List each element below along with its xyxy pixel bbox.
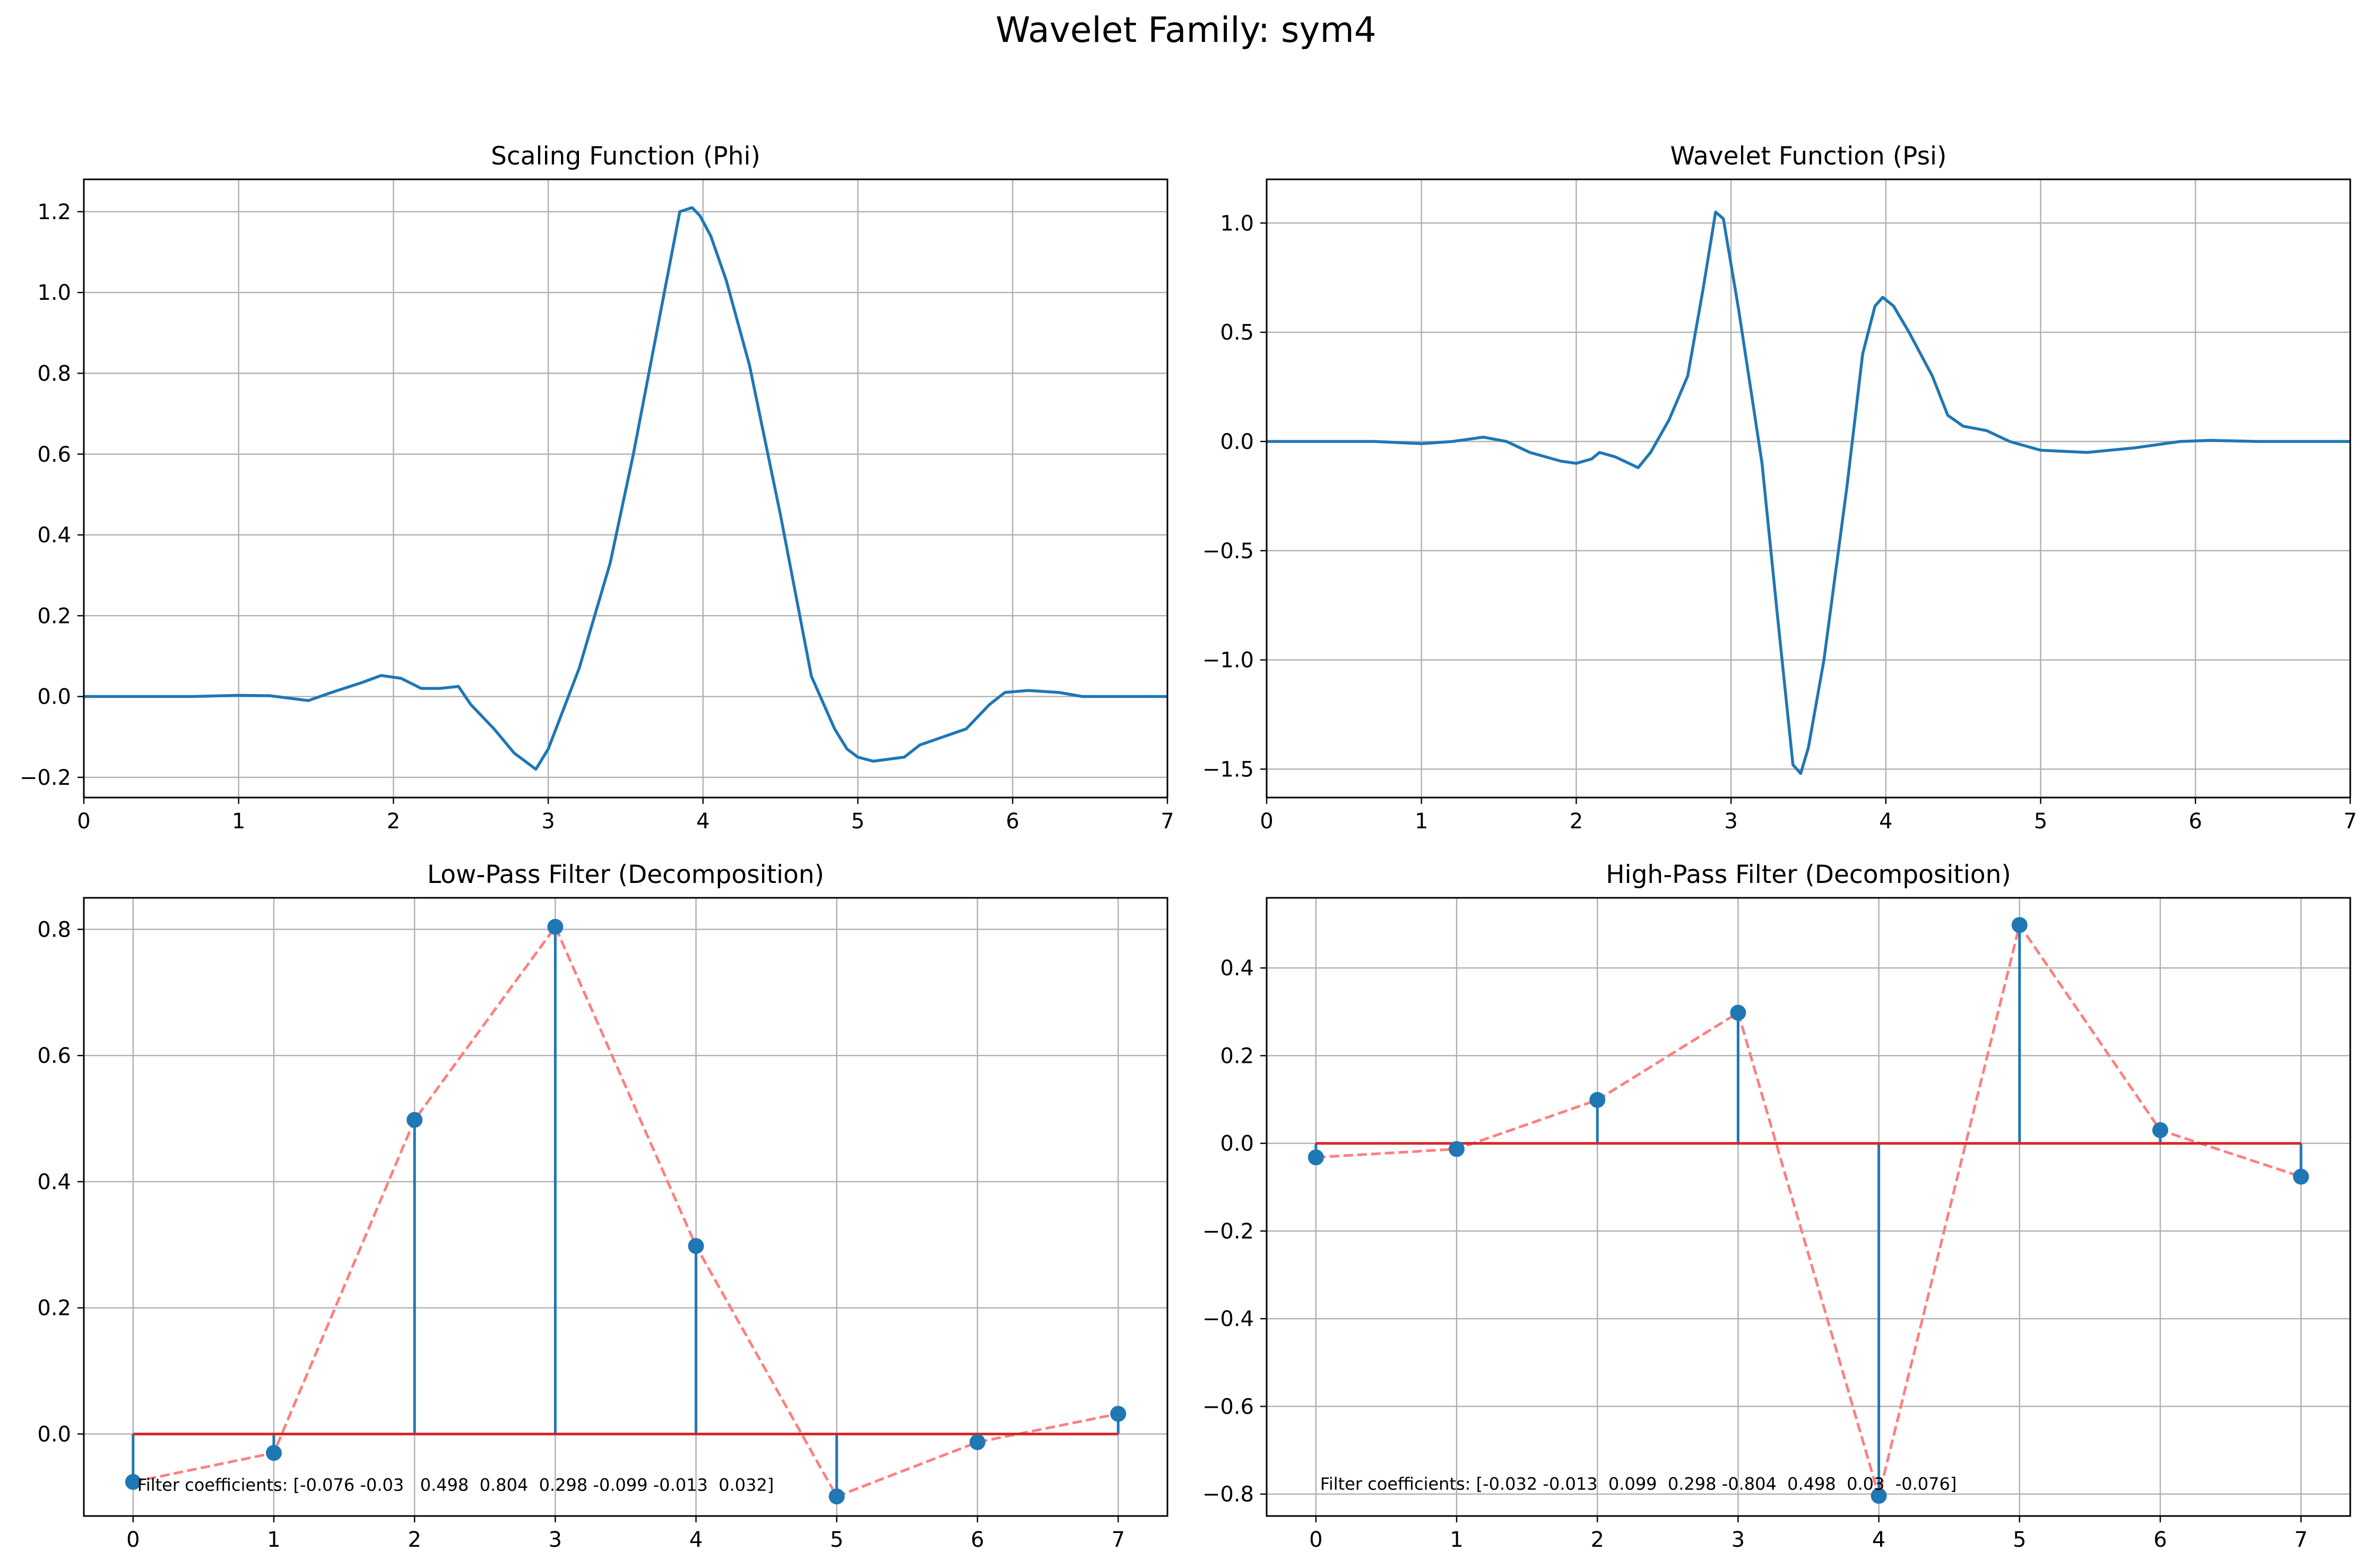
x-tick-label: 3	[549, 1528, 562, 1552]
x-tick-label: 4	[689, 1528, 703, 1552]
subplot-title: High-Pass Filter (Decomposition)	[1606, 860, 2011, 889]
x-tick-label: 0	[77, 809, 90, 834]
y-tick-label: 1.0	[37, 281, 71, 305]
y-tick-label: −0.2	[1202, 1219, 1254, 1244]
y-tick-label: 0.8	[37, 917, 71, 942]
x-tick-label: 7	[1161, 809, 1174, 834]
stem-marker	[688, 1238, 704, 1254]
y-tick-label: 0.2	[37, 604, 71, 628]
y-tick-label: −0.2	[20, 766, 71, 790]
dashed-connector-line	[133, 924, 1119, 1498]
x-tick-label: 5	[851, 809, 864, 834]
subplot-title: Wavelet Function (Psi)	[1670, 142, 1947, 171]
stem-marker	[828, 1488, 845, 1505]
subplot-wavelet-function: 0 1 2 3 4 5 6 7 −1.5 −1.0 −0.5 0.0 0.5 1.0 Wavelet Fun…	[1202, 142, 2357, 834]
x-tick-label: 5	[2034, 809, 2047, 834]
y-tick-label: 0.2	[37, 1296, 71, 1321]
dashed-connector-line	[1315, 922, 2301, 1501]
y-tick-label: 0.5	[1220, 320, 1254, 345]
x-tick-label: 7	[1111, 1528, 1124, 1552]
x-tick-label: 6	[1006, 809, 1019, 834]
y-tick-label: −0.8	[1202, 1483, 1254, 1507]
stem-marker	[1110, 1406, 1127, 1422]
stem-marker	[2293, 1168, 2309, 1185]
axes-frame	[83, 178, 1168, 799]
stem-marker	[1730, 1004, 1746, 1021]
subplot-low-pass-filter: Filter coefficients: [-0.076 -0.03 0.498…	[37, 860, 1168, 1552]
subplot-scaling-function: 0 1 2 3 4 5 6 7 −0.2 0.0 0.2 0.4 0.6 0.8 1.0 1.2 Scaling…	[20, 142, 1174, 834]
y-tick-label: 1.0	[1220, 211, 1254, 236]
y-tick-label: 0.4	[37, 523, 71, 548]
x-tick-label: 3	[541, 809, 555, 834]
x-tick-label: 3	[1732, 1528, 1745, 1552]
coefficients-annotation: Filter coefficients: [-0.032 -0.013 0.09…	[1320, 1474, 1957, 1494]
x-tick-label: 7	[2343, 809, 2357, 834]
x-tick-label: 1	[1450, 1528, 1463, 1552]
x-tick-label: 5	[2013, 1528, 2026, 1552]
x-tick-label: 4	[696, 809, 709, 834]
y-tick-label: 0.4	[1220, 956, 1254, 981]
subplot-title: Scaling Function (Phi)	[491, 142, 760, 171]
stem-marker	[266, 1445, 282, 1461]
y-tick-label: 0.0	[1220, 1132, 1254, 1156]
stem-marker	[125, 1474, 141, 1490]
x-tick-label: 2	[387, 809, 400, 834]
y-tick-label: −1.0	[1202, 648, 1254, 673]
y-tick-label: −0.4	[1202, 1307, 1254, 1331]
y-tick-label: 1.2	[37, 200, 71, 224]
x-tick-label: 4	[1872, 1528, 1885, 1552]
y-tick-label: 0.0	[37, 685, 71, 709]
x-tick-label: 1	[267, 1528, 280, 1552]
y-tick-label: −0.6	[1202, 1394, 1254, 1419]
x-tick-label: 0	[1309, 1528, 1322, 1552]
stem-marker	[547, 919, 564, 935]
y-tick-label: 0.0	[1220, 430, 1254, 454]
y-tick-label: 0.8	[37, 361, 71, 386]
y-tick-label: 0.6	[37, 443, 71, 467]
stem-marker	[2011, 917, 2028, 933]
coefficients-annotation: Filter coefficients: [-0.076 -0.03 0.498…	[137, 1475, 774, 1495]
x-tick-label: 2	[1590, 1528, 1604, 1552]
stem-marker	[1871, 1487, 1887, 1504]
y-tick-label: −0.5	[1202, 539, 1254, 564]
series-line	[84, 206, 1167, 771]
stem-marker	[1449, 1141, 1465, 1157]
y-tick-label: 0.4	[37, 1170, 71, 1194]
stem-marker	[1308, 1149, 1324, 1166]
x-tick-label: 7	[2294, 1528, 2307, 1552]
x-tick-label: 0	[126, 1528, 140, 1552]
x-tick-label: 2	[1570, 809, 1583, 834]
x-tick-label: 3	[1724, 809, 1737, 834]
subplot-title: Low-Pass Filter (Decomposition)	[427, 860, 824, 889]
x-tick-label: 5	[830, 1528, 843, 1552]
stem-marker	[1589, 1091, 1606, 1108]
y-tick-label: −1.5	[1202, 757, 1254, 782]
subplot-high-pass-filter: Filter coefficients: [-0.032 -0.013 0.09…	[1202, 860, 2351, 1552]
x-tick-label: 1	[1415, 809, 1428, 834]
y-tick-label: 0.2	[1220, 1044, 1254, 1068]
stem-marker	[406, 1112, 423, 1128]
axes-frame	[1266, 178, 2351, 799]
stem-marker	[969, 1434, 985, 1450]
y-tick-label: 0.0	[37, 1422, 71, 1446]
y-tick-label: 0.6	[37, 1044, 71, 1068]
x-tick-label: 6	[2153, 1528, 2167, 1552]
figure-title: Wavelet Family: sym4	[995, 10, 1377, 50]
x-tick-label: 6	[971, 1528, 984, 1552]
axes-frame	[1266, 897, 2351, 1517]
x-tick-label: 4	[1879, 809, 1892, 834]
axes-frame	[83, 897, 1168, 1517]
x-tick-label: 0	[1260, 809, 1273, 834]
series-line	[1267, 210, 2350, 775]
x-tick-label: 2	[408, 1528, 421, 1552]
x-tick-label: 1	[232, 809, 245, 834]
x-tick-label: 6	[2189, 809, 2202, 834]
stem-marker	[2152, 1122, 2168, 1138]
